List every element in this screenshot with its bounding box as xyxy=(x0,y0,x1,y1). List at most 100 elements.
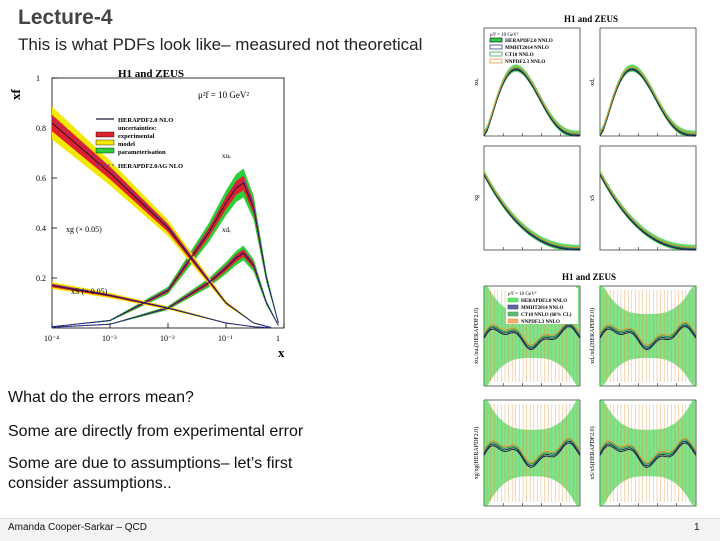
panel-curve xyxy=(483,440,581,467)
slide-subtitle: This is what PDFs look like– measured no… xyxy=(18,35,423,54)
ratio-legend-swatch xyxy=(507,304,519,310)
comparison-legend-label: HERAPDF2.0 NNLO xyxy=(505,38,553,44)
panel-2: xg/xg(HERAPDF2.0) xyxy=(473,399,581,507)
panel-0: xuᵥ xyxy=(474,27,581,137)
panel-1: xdᵥ xyxy=(590,27,697,137)
panel-curve xyxy=(483,66,580,134)
x-tick-label: 10⁻² xyxy=(160,334,175,343)
legend-swatch xyxy=(95,131,115,138)
panel-3: xS xyxy=(590,145,697,251)
curve-label: xdᵥ xyxy=(222,226,232,234)
bullet-4: consider assumptions.. xyxy=(8,475,172,492)
footer-author: Amanda Cooper-Sarkar – QCD xyxy=(8,522,147,533)
band-xd_v-exp xyxy=(52,249,279,328)
comparison-chart: H1 and ZEUS xuᵥ xdᵥ xg xS μ²f = 10 GeV²HERAP… xyxy=(474,14,697,251)
band-xu_v-exp xyxy=(52,175,279,327)
band-xg (x0.05)-model xyxy=(52,106,272,328)
bullet-1: What do the errors mean? xyxy=(8,389,194,406)
x-tick-label: 10⁻⁴ xyxy=(44,334,59,343)
panel-curve xyxy=(599,442,697,468)
panel-curve xyxy=(599,171,696,248)
panel-curve xyxy=(599,174,696,251)
panel-curve xyxy=(483,174,580,251)
comparison-legend-swatch xyxy=(489,37,503,43)
panel-ylabel: xdᵥ xyxy=(590,78,596,86)
panel-1: xdᵥ/xdᵥ(HERAPDF2.0) xyxy=(589,285,697,387)
curve-label: xg (× 0.05) xyxy=(66,225,102,234)
comparison-legend-label: NNPDF2.3 NNLO xyxy=(505,59,545,65)
ratio-title: H1 and ZEUS xyxy=(562,272,616,282)
panel-curve xyxy=(483,326,581,351)
main-chart-title: H1 and ZEUS xyxy=(118,68,184,80)
panel-curve xyxy=(483,437,581,464)
y-tick-label: 1 xyxy=(36,74,40,83)
slide-title: Lecture-4 xyxy=(18,6,113,29)
line-ag-xu_v xyxy=(51,179,279,328)
ratio-legend-label: HERAPDF2.0 NNLO xyxy=(521,299,567,304)
ratio-band xyxy=(600,286,696,386)
y-tick-label: 0.8 xyxy=(36,124,46,133)
legend-swatch xyxy=(95,139,115,146)
comparison-scale: μ²f = 10 GeV² xyxy=(490,32,519,38)
panel-curve xyxy=(599,437,697,464)
bullet-2: Some are directly from experimental erro… xyxy=(8,423,304,440)
y-tick-label: 0.2 xyxy=(36,274,46,283)
panel-curve xyxy=(599,66,696,134)
panel-ylabel: xuᵥ xyxy=(474,78,480,86)
panel-ylabel: xg xyxy=(474,195,480,201)
x-tick-label: 10⁻¹ xyxy=(218,334,233,343)
panel-curve xyxy=(599,440,697,467)
comparison-title: H1 and ZEUS xyxy=(564,14,618,24)
panel-curve xyxy=(599,324,697,349)
ratio-legend-label: CT10 NNLO (68% CL) xyxy=(521,313,572,318)
line-ag-xg (x0.05) xyxy=(51,118,272,328)
comparison-legend-label: CT10 NNLO xyxy=(505,52,534,58)
panel-curve xyxy=(599,326,697,351)
legend-label: uncertainties: xyxy=(118,125,156,132)
panel-curve xyxy=(483,171,580,248)
comparison-legend-swatch xyxy=(489,58,503,64)
panel-curve xyxy=(483,172,580,249)
comparison-legend-label: MMHT2014 NNLO xyxy=(505,45,549,51)
curve-label: xuᵥ xyxy=(222,152,232,160)
ratio-legend-swatch xyxy=(507,297,519,303)
panel-ylabel: xS xyxy=(590,195,596,201)
x-tick-label: 1 xyxy=(276,334,280,343)
legend-label: experimental xyxy=(118,133,155,140)
panel-frame xyxy=(483,27,581,137)
panel-curve xyxy=(483,324,581,349)
panel-curve xyxy=(483,173,580,250)
comparison-legend-swatch xyxy=(489,51,503,57)
panel-ylabel: xS/xS(HERAPDF2.0) xyxy=(589,426,596,479)
ratio-legend-label: NNPDF2.3 NNLO xyxy=(521,320,560,325)
panel-3: xS/xS(HERAPDF2.0) xyxy=(589,399,697,507)
line-ag-xd_v xyxy=(51,251,279,328)
panel-curve xyxy=(483,321,581,346)
ratio-legend-swatch xyxy=(507,311,519,317)
ratio-legend-swatch xyxy=(507,318,519,324)
ratio-legend-label: MMHT2014 NNLO xyxy=(521,306,563,311)
main-pdf-chart: H1 and ZEUS μ²f = 10 GeV² xf x 0.2 0.4 0.6… xyxy=(8,68,285,360)
legend-label: model xyxy=(118,141,135,148)
page-number: 1 xyxy=(694,522,700,533)
ratio-chart: H1 and ZEUS xuᵥ/xuᵥ(HERAPDF2.0) xdᵥ/xdᵥ(H… xyxy=(473,272,697,507)
panel-2: xg xyxy=(474,145,581,251)
panel-curve xyxy=(599,321,697,346)
panel-curve xyxy=(483,442,581,468)
legend-swatch xyxy=(95,147,115,154)
x-tick-label: 10⁻³ xyxy=(102,334,117,343)
line-ag-xS (x0.05) xyxy=(51,284,272,329)
main-y-label: xf xyxy=(8,89,23,101)
y-tick-label: 0.6 xyxy=(36,174,46,183)
ratio-band xyxy=(600,400,696,506)
panel-curve xyxy=(483,323,581,348)
legend-label: HERAPDF2.0AG NLO xyxy=(118,163,183,170)
main-plot-frame xyxy=(51,77,285,329)
panel-curve xyxy=(599,173,696,250)
panel-curve xyxy=(599,323,697,348)
legend-label: HERAPDF2.0 NLO xyxy=(118,117,173,124)
band-xS (x0.05)-model xyxy=(52,282,272,328)
panel-curve xyxy=(483,439,581,465)
line-xu_v xyxy=(51,182,279,328)
panel-ylabel: xuᵥ/xuᵥ(HERAPDF2.0) xyxy=(473,308,480,364)
